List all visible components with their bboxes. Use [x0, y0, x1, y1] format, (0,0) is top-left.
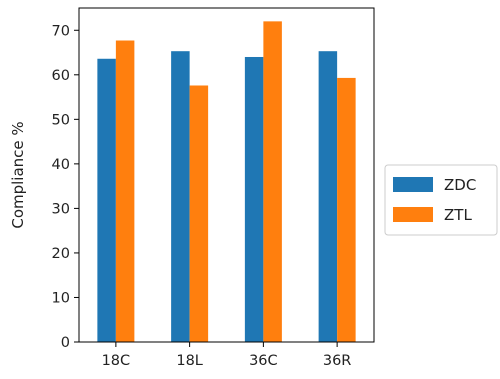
y-tick-label: 40: [52, 157, 70, 173]
bar-zdc-36c: [244, 56, 264, 343]
bar-ztl-18c: [115, 40, 135, 342]
plot-frame: [78, 7, 375, 343]
y-tick-label: 60: [52, 68, 70, 84]
y-tick-label: 10: [52, 290, 70, 306]
x-tick-label-18l: 18L: [176, 353, 203, 369]
y-axis: 0 10 20 30 40 50 60 70: [52, 23, 79, 351]
bar-ztl-36c: [263, 21, 282, 343]
bar-zdc-18c: [97, 58, 116, 342]
y-tick-label: 70: [52, 23, 70, 39]
legend-frame: [384, 164, 498, 236]
x-tick-label-36r: 36R: [323, 353, 352, 369]
x-tick-label-36c: 36C: [249, 353, 278, 369]
bar-ztl-36r: [337, 77, 356, 343]
y-tick-label: 30: [52, 201, 70, 217]
x-axis: 18C 18L 36C 36R: [102, 342, 352, 369]
legend: ZDC ZTL: [384, 164, 498, 236]
bar-zdc-18l: [171, 51, 190, 343]
y-tick-label: 50: [52, 112, 70, 128]
y-tick-label: 20: [52, 246, 70, 262]
legend-label-ztl: ZTL: [444, 206, 472, 224]
x-tick-label-18c: 18C: [102, 353, 131, 369]
legend-swatch-ztl: [393, 207, 433, 222]
y-axis-label: Compliance %: [9, 121, 27, 228]
bars-layer: [97, 21, 356, 343]
bar-zdc-36r: [318, 51, 338, 343]
legend-label-zdc: ZDC: [444, 176, 476, 194]
y-tick-label: 0: [61, 335, 70, 351]
bar-ztl-18l: [189, 85, 209, 342]
legend-swatch-zdc: [393, 177, 433, 192]
